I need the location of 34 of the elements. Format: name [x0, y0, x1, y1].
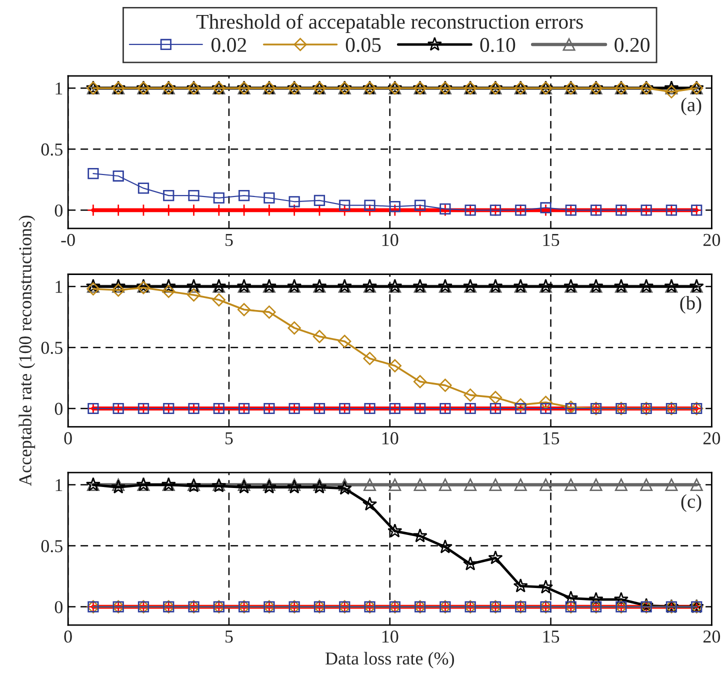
y-tick-label: 1	[56, 280, 62, 293]
x-tick-label: 5	[226, 234, 233, 246]
x-tick-label: 0	[64, 630, 72, 643]
x-tick-label: 15	[543, 234, 560, 246]
x-tick-label: 20	[703, 432, 720, 444]
y-tick-label: 1	[56, 479, 62, 492]
y-tick-label: 1	[56, 82, 62, 94]
x-tick-label: 20	[703, 630, 720, 643]
x-tick-label: 15	[543, 630, 560, 643]
annotation: (b)	[680, 296, 702, 314]
x-tick-label: 0	[64, 432, 72, 444]
annotation: (a)	[681, 98, 702, 116]
x-tick-label: -0	[61, 234, 75, 246]
y-tick-label: 0	[54, 601, 63, 614]
x-tick-label: 10	[382, 234, 398, 246]
y-tick-label: 0	[54, 204, 63, 217]
y-tick-label: 0.5	[41, 143, 62, 156]
y-tick-label: 0.5	[41, 540, 62, 552]
x-axis-title: Data loss rate (%)	[325, 652, 454, 668]
legend-title: Threshold of accepatable reconstruction errors	[196, 14, 583, 34]
legend-label: 0.10	[480, 38, 516, 52]
legend-label: 0.02	[212, 38, 246, 52]
x-tick-label: 5	[226, 630, 233, 643]
x-tick-label: 10	[382, 630, 398, 643]
x-tick-label: 20	[703, 234, 720, 246]
x-tick-label: 15	[543, 432, 560, 444]
y-tick-label: 0.5	[41, 342, 62, 354]
legend-label: 0.05	[346, 38, 381, 52]
annotation: (c)	[681, 494, 702, 512]
legend-label: 0.20	[614, 38, 650, 52]
y-axis-title: Acceptable rate (100 reconstructions)	[18, 216, 36, 486]
x-tick-label: 10	[382, 432, 398, 444]
x-tick-label: 5	[226, 432, 233, 444]
y-tick-label: 0	[54, 402, 63, 415]
